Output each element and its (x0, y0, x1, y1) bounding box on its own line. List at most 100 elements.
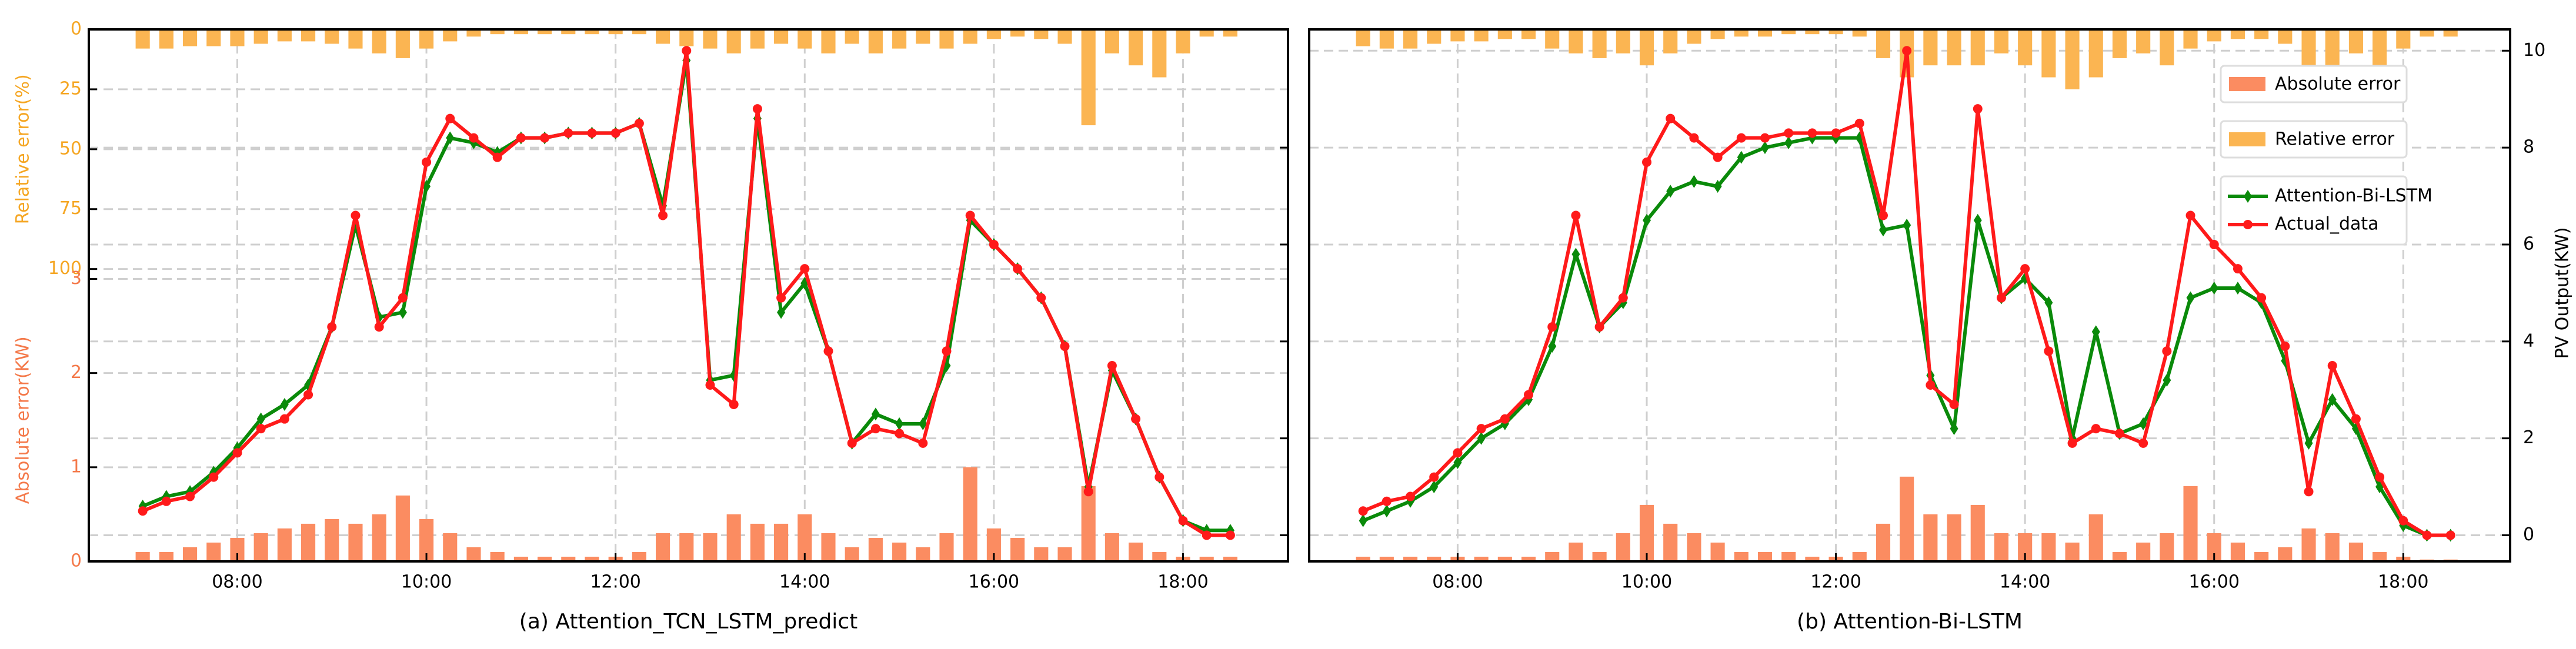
bar (726, 514, 741, 561)
marker (256, 412, 265, 426)
marker (2233, 282, 2242, 295)
marker (1689, 133, 1699, 143)
marker (2091, 424, 2101, 434)
bar (632, 29, 646, 35)
bar (372, 29, 386, 53)
marker (2067, 438, 2077, 448)
bar (2278, 29, 2293, 44)
bar (845, 547, 859, 561)
marker (1736, 133, 1746, 143)
bar (443, 29, 458, 42)
bar (868, 29, 883, 53)
marker (1926, 380, 1936, 390)
marker (942, 346, 952, 356)
bar (679, 29, 694, 46)
bar (798, 29, 812, 49)
bar (2254, 551, 2269, 561)
bar (1569, 29, 1583, 53)
bar (1900, 476, 1914, 561)
marker (587, 128, 597, 138)
marker (895, 429, 905, 439)
bar (561, 556, 576, 561)
legend-marker (2243, 220, 2253, 229)
marker (918, 438, 928, 448)
marker (516, 133, 526, 143)
bar (845, 29, 859, 44)
bar (2207, 29, 2221, 42)
marker (2114, 429, 2124, 439)
marker (1154, 472, 1164, 482)
marker (2257, 293, 2267, 303)
bar (1497, 556, 1512, 561)
bar (490, 29, 505, 35)
bar (1521, 29, 1536, 39)
marker (1973, 104, 1983, 114)
marker (351, 210, 361, 220)
bar (1356, 29, 1370, 46)
y-tick-label: 25 (59, 78, 82, 99)
bar (1687, 29, 1701, 44)
marker (1571, 247, 1580, 261)
bar (2348, 542, 2363, 561)
y-tick-label: 8 (2523, 137, 2534, 158)
bar (2301, 528, 2316, 561)
bar (2420, 29, 2434, 37)
marker (847, 438, 857, 448)
bar (1152, 29, 1167, 78)
marker (1807, 128, 1817, 138)
bar (1010, 29, 1025, 37)
marker (705, 380, 715, 390)
y-tick-label: 75 (59, 198, 82, 219)
bar (1616, 29, 1630, 53)
bar (1970, 504, 1985, 561)
bar (1781, 29, 1796, 35)
marker (445, 113, 455, 123)
bar (1034, 29, 1049, 39)
y-axis-label: Absolute error(KW) (13, 336, 34, 504)
bar (2088, 514, 2103, 561)
bar (2136, 29, 2151, 53)
bar (2230, 29, 2245, 39)
marker (138, 506, 148, 516)
bar (1994, 29, 2009, 53)
bar (1379, 29, 1394, 49)
plot-frame (88, 28, 1289, 563)
marker (2186, 291, 2195, 305)
bar (1010, 537, 1025, 561)
marker (1382, 504, 1391, 518)
marker (2185, 210, 2195, 220)
bar (1876, 523, 1891, 561)
marker (422, 157, 432, 167)
bar (490, 551, 505, 561)
bar (1663, 523, 1678, 561)
marker (2138, 438, 2148, 448)
x-tick-label: 08:00 (212, 572, 262, 593)
marker (540, 133, 550, 143)
marker (1406, 491, 1416, 501)
bar (1356, 556, 1370, 561)
marker (1878, 210, 1888, 220)
marker (965, 210, 975, 220)
bar (1223, 556, 1237, 561)
x-tick-label: 12:00 (1810, 572, 1861, 593)
marker (469, 133, 479, 143)
legend-swatch (2229, 77, 2265, 91)
marker (1949, 399, 1959, 409)
marker (446, 131, 455, 145)
y-tick-label: 2 (71, 362, 82, 383)
y-tick-label: 50 (59, 138, 82, 159)
bar (325, 29, 339, 44)
marker (256, 424, 266, 434)
marker (919, 417, 927, 430)
bar (2065, 542, 2080, 561)
bar (2325, 533, 2340, 561)
bar (135, 551, 150, 561)
legend-swatch (2229, 132, 2265, 146)
marker (279, 414, 289, 424)
marker (1760, 141, 1769, 155)
x-tick-label: 14:00 (2000, 572, 2050, 593)
bar (1569, 542, 1583, 561)
marker (1760, 133, 1770, 143)
x-tick-label: 10:00 (401, 572, 452, 593)
